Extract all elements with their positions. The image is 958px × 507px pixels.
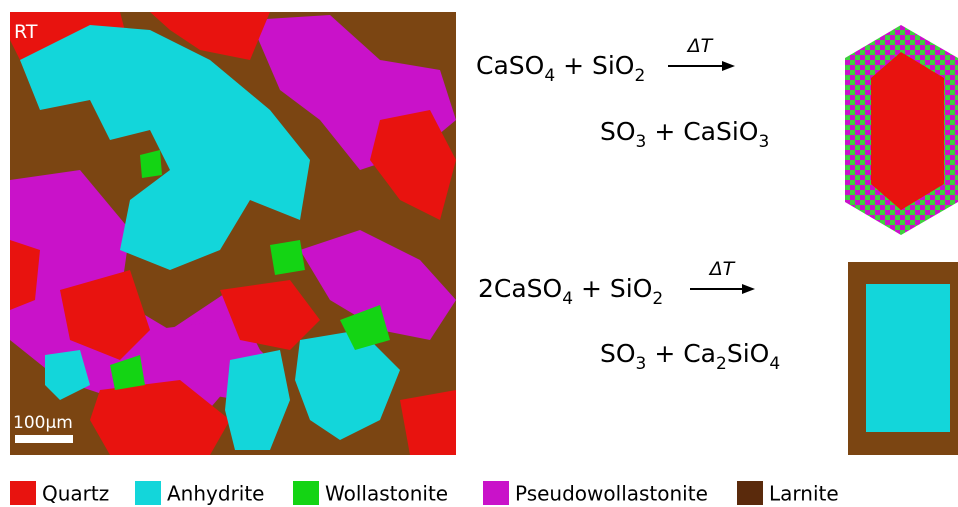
products: SO3 + CaSiO3 [600, 117, 769, 152]
products: SO3 + Ca2SiO4 [600, 339, 780, 374]
legend-label: Anhydrite [167, 482, 265, 506]
subscript: 2 [716, 354, 727, 374]
formula-part: + SiO [573, 274, 652, 303]
formula-part: SO [600, 339, 636, 368]
formula-part: SO [600, 117, 636, 146]
subscript: 4 [544, 66, 555, 86]
subscript: 3 [636, 354, 647, 374]
scale-bar [15, 435, 73, 443]
schematic-2 [848, 262, 958, 455]
legend-swatch [737, 481, 763, 505]
formula-part: CaSO [476, 51, 544, 80]
schematic-1 [845, 25, 958, 235]
subscript: 2 [652, 289, 663, 309]
formula-part: + SiO [555, 51, 634, 80]
legend-label: Wollastonite [325, 482, 448, 506]
subscript: 2 [635, 66, 646, 86]
subscript: 4 [769, 354, 780, 374]
scale-bar-label: 100µm [13, 413, 73, 433]
reaction-condition: ΔT [708, 258, 736, 280]
reaction-condition: ΔT [686, 35, 714, 57]
legend-swatch [483, 481, 509, 505]
legend-swatch [10, 481, 36, 505]
legend-swatch [293, 481, 319, 505]
legend-label: Larnite [769, 482, 839, 506]
formula-part: 2CaSO [478, 274, 562, 303]
legend-swatch [135, 481, 161, 505]
formula-part: + Ca [646, 339, 716, 368]
subscript: 4 [562, 289, 573, 309]
reactants: CaSO4 + SiO2 [476, 51, 645, 86]
figure: RT 100µm CaSO4 + SiO2ΔTSO3 + CaSiO32CaSO… [0, 0, 958, 507]
legend-label: Pseudowollastonite [515, 482, 708, 506]
reactants: 2CaSO4 + SiO2 [478, 274, 663, 309]
subscript: 3 [758, 132, 769, 152]
map-label: RT [14, 21, 38, 43]
formula-part: + CaSiO [646, 117, 758, 146]
subscript: 3 [636, 132, 647, 152]
legend-label: Quartz [42, 482, 109, 506]
phase-map: RT 100µm [10, 12, 456, 455]
formula-part: SiO [727, 339, 770, 368]
